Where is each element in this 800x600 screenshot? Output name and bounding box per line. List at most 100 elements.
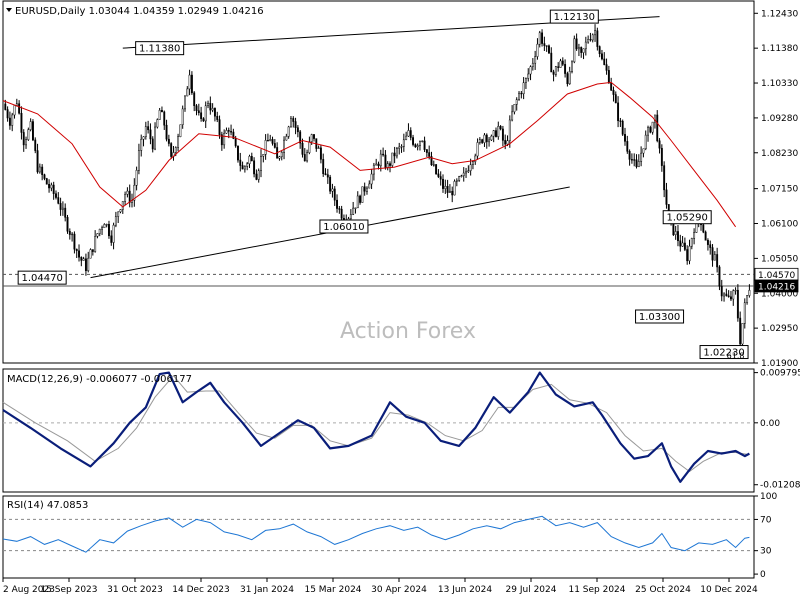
candle-body: [336, 199, 338, 209]
candle-body: [354, 207, 357, 209]
price-plot: Action Forex 1.11380 1.12130 1.06010 1.04470…: [2, 9, 754, 361]
candle-body: [269, 139, 272, 142]
candle-body: [734, 289, 737, 292]
candle-body: [430, 156, 433, 166]
candle-body: [11, 114, 14, 126]
candle-body: [543, 43, 546, 46]
macd-title: MACD(12,26,9) -0.006077 -0.006177: [7, 374, 192, 385]
candle-body: [605, 64, 608, 71]
candle-body: [370, 173, 373, 185]
candle-body: [55, 193, 57, 198]
candle-body: [575, 38, 578, 50]
candle-body: [711, 247, 714, 261]
candle-body: [640, 152, 643, 162]
candle-body: [432, 164, 435, 166]
candle-body: [264, 140, 267, 155]
candle-body: [248, 156, 251, 164]
candle-body: [278, 156, 281, 159]
candle-body: [326, 174, 329, 178]
candle-body: [488, 139, 491, 143]
macd-line: [2, 371, 750, 483]
rsi-plot: [2, 515, 754, 553]
macd-plot: [2, 371, 754, 483]
level-box-label: 1.11380: [139, 44, 180, 55]
candle-body: [642, 148, 645, 154]
x-tick-label: 2 Aug 2023: [3, 585, 55, 595]
price-y-tick-label: 1.01900: [761, 359, 798, 369]
candle-body: [329, 176, 332, 192]
candle-body: [137, 150, 140, 171]
candle-body: [331, 188, 334, 192]
candle-body: [453, 181, 456, 196]
candle-body: [481, 139, 484, 143]
candle-body: [213, 108, 216, 117]
candle-body: [29, 121, 32, 130]
rsi-y-tick-label: 30: [760, 547, 772, 557]
candle-body: [66, 217, 69, 232]
candle-body: [564, 64, 567, 74]
candle-body: [485, 134, 488, 143]
candle-body: [197, 110, 200, 113]
candle-body: [469, 164, 472, 171]
candle-body: [177, 136, 180, 148]
price-axis-box-label: 1.04570: [758, 271, 795, 281]
candle-body: [41, 166, 44, 175]
candle-body: [508, 119, 511, 141]
candle-body: [444, 186, 447, 189]
price-title: EURUSD,Daily 1.03044 1.04359 1.02949 1.0…: [6, 6, 264, 17]
level-box-label: 1.04470: [21, 273, 62, 284]
candle-body: [216, 115, 219, 120]
candle-body: [651, 121, 654, 133]
level-box-frame: [135, 41, 185, 56]
candle-body: [451, 190, 454, 196]
candle-body: [610, 82, 613, 91]
candle-body: [446, 186, 449, 193]
candle-body: [308, 141, 311, 153]
candle-body: [25, 139, 27, 146]
candles: [4, 24, 751, 346]
candle-body: [266, 140, 269, 142]
candle-body: [154, 126, 156, 150]
candle-body: [220, 134, 223, 146]
candle-body: [89, 249, 92, 259]
candle-body: [727, 295, 730, 297]
candle-body: [702, 224, 705, 233]
level-box-label: 1.05290: [667, 213, 708, 224]
candle-body: [706, 240, 709, 245]
candle-body: [495, 130, 497, 137]
candle-body: [36, 150, 39, 173]
candle-body: [478, 139, 481, 143]
level-box: 1.06010: [319, 219, 369, 234]
price-y-tick-label: 1.05050: [761, 254, 798, 264]
candle-body: [243, 166, 246, 170]
candle-body: [412, 137, 415, 145]
candle-body: [13, 105, 16, 116]
candle-body: [442, 178, 444, 189]
candle-body: [467, 170, 470, 173]
candle-body: [114, 216, 117, 226]
candle-body: [50, 184, 53, 189]
candle-body: [538, 32, 541, 45]
candle-body: [626, 141, 629, 152]
candle-body: [416, 145, 419, 148]
candle-body: [382, 153, 385, 156]
rsi-y-tick-label: 100: [760, 492, 777, 502]
watermark-text: Action Forex: [340, 319, 476, 344]
candle-body: [690, 238, 693, 247]
candle-body: [179, 124, 182, 137]
candle-body: [587, 39, 590, 43]
candle-body: [257, 170, 260, 180]
candle-body: [103, 224, 106, 229]
x-tick-label: 25 Oct 2024: [635, 585, 691, 595]
candle-body: [204, 105, 207, 122]
price-axis-box-frame: [754, 279, 799, 293]
candle-body: [225, 130, 228, 134]
candle-body: [419, 140, 421, 146]
level-box-label: 1.12130: [554, 12, 595, 23]
candle-body: [59, 203, 62, 210]
candle-body: [250, 156, 253, 162]
candle-body: [384, 154, 387, 168]
price-y-tick-label: 1.07150: [761, 185, 798, 195]
candle-body: [142, 136, 145, 140]
